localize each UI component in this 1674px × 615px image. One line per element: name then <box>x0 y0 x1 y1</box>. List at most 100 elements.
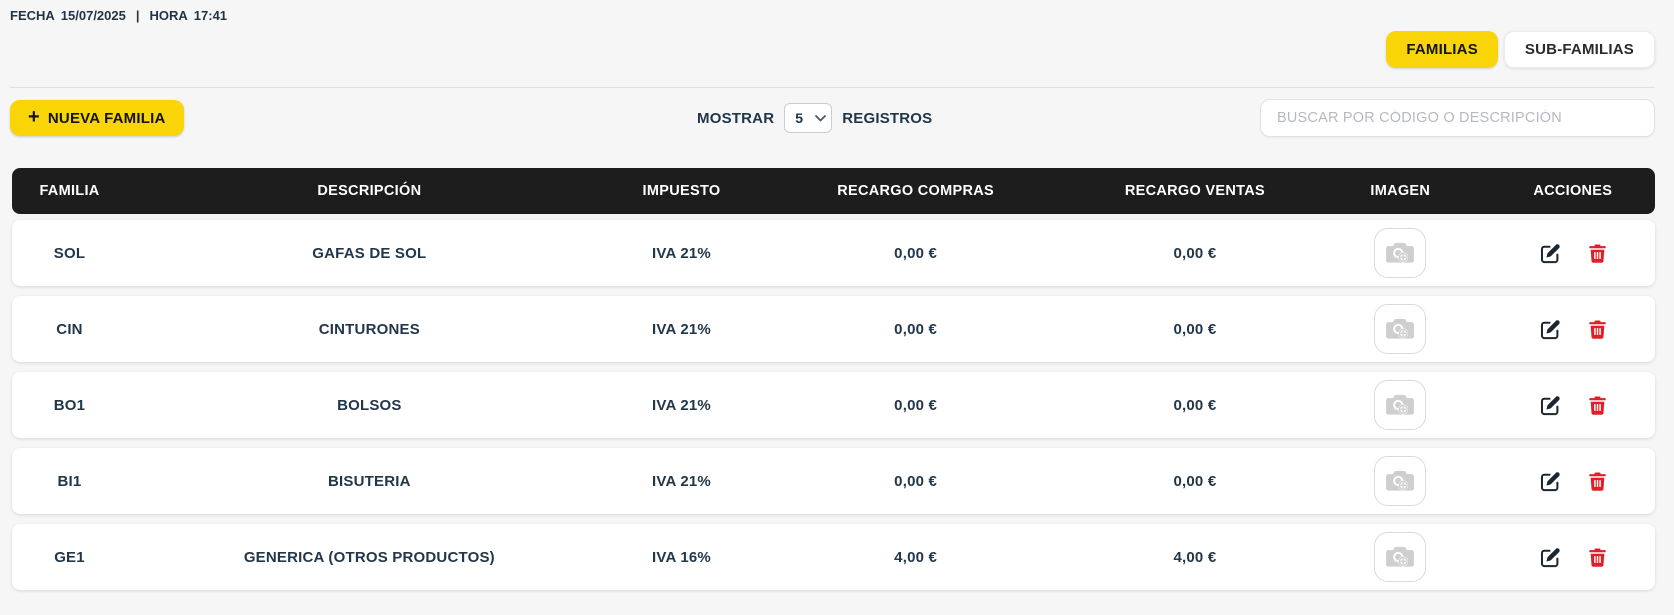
mostrar-label: MOSTRAR <box>697 109 775 127</box>
edit-button[interactable] <box>1539 394 1562 417</box>
cell-acciones <box>1491 470 1655 493</box>
cell-imagen <box>1310 456 1491 506</box>
camera-plus-icon <box>1386 470 1415 491</box>
cell-recargo-ventas: 0,00 € <box>1173 396 1217 414</box>
add-image-button[interactable] <box>1374 304 1427 354</box>
search-input[interactable] <box>1260 99 1655 137</box>
edit-icon <box>1540 547 1560 567</box>
page-size-select-wrap: 5 <box>784 103 833 133</box>
datetime-bar: FECHA 15/07/2025 | HORA 17:41 <box>10 8 227 23</box>
header-acciones: ACCIONES <box>1533 183 1613 199</box>
cell-familia: BI1 <box>57 472 82 490</box>
camera-plus-icon <box>1386 546 1415 567</box>
cell-familia: SOL <box>53 244 86 262</box>
cell-recargo-ventas: 0,00 € <box>1173 472 1217 490</box>
cell-descripcion: BOLSOS <box>337 396 402 414</box>
cell-familia: BO1 <box>53 396 86 414</box>
trash-icon <box>1589 472 1606 491</box>
cell-acciones <box>1491 394 1655 417</box>
edit-icon <box>1540 243 1560 263</box>
cell-descripcion: BISUTERIA <box>328 472 411 490</box>
table-row: SOL GAFAS DE SOL IVA 21% 0,00 € 0,00 € <box>12 220 1655 286</box>
edit-icon <box>1540 319 1560 339</box>
tab-familias[interactable]: FAMILIAS <box>1386 31 1498 68</box>
table-row: BO1 BOLSOS IVA 21% 0,00 € 0,00 € <box>12 372 1655 438</box>
cell-recargo-compras: 0,00 € <box>894 244 938 262</box>
cell-imagen <box>1310 532 1491 582</box>
fecha-label: FECHA <box>10 8 55 23</box>
cell-impuesto: IVA 21% <box>652 396 711 414</box>
registros-label: REGISTROS <box>842 109 933 127</box>
cell-impuesto: IVA 21% <box>652 244 711 262</box>
header-familia: FAMILIA <box>39 183 100 199</box>
edit-button[interactable] <box>1539 242 1562 265</box>
add-image-button[interactable] <box>1374 380 1427 430</box>
cell-descripcion: GENERICA (OTROS PRODUCTOS) <box>243 548 495 566</box>
toolbar: + NUEVA FAMILIA MOSTRAR 5 REGISTROS <box>10 99 1655 139</box>
cell-recargo-compras: 4,00 € <box>894 548 938 566</box>
table-row: CIN CINTURONES IVA 21% 0,00 € 0,00 € <box>12 296 1655 362</box>
edit-button[interactable] <box>1539 470 1562 493</box>
new-family-button[interactable]: + NUEVA FAMILIA <box>10 100 184 136</box>
new-family-label: NUEVA FAMILIA <box>47 109 166 127</box>
cell-familia: GE1 <box>54 548 85 566</box>
cell-impuesto: IVA 21% <box>652 320 711 338</box>
camera-plus-icon <box>1386 318 1415 339</box>
header-recargo-compras: RECARGO COMPRAS <box>837 183 994 199</box>
table-row: GE1 GENERICA (OTROS PRODUCTOS) IVA 16% 4… <box>12 524 1655 590</box>
edit-button[interactable] <box>1539 546 1562 569</box>
header-descripcion: DESCRIPCIÓN <box>317 183 422 199</box>
cell-impuesto: IVA 21% <box>652 472 711 490</box>
add-image-button[interactable] <box>1374 532 1427 582</box>
cell-descripcion: CINTURONES <box>318 320 420 338</box>
cell-acciones <box>1491 242 1655 265</box>
delete-button[interactable] <box>1588 547 1607 568</box>
cell-acciones <box>1491 318 1655 341</box>
hora-label: HORA <box>149 8 188 23</box>
table-row: BI1 BISUTERIA IVA 21% 0,00 € 0,00 € <box>12 448 1655 514</box>
header-impuesto: IMPUESTO <box>642 183 721 199</box>
trash-icon <box>1589 548 1606 567</box>
view-tabs: FAMILIAS SUB-FAMILIAS <box>1386 31 1655 68</box>
page-size-control: MOSTRAR 5 REGISTROS <box>697 100 932 136</box>
header-recargo-ventas: RECARGO VENTAS <box>1124 183 1265 199</box>
delete-button[interactable] <box>1588 471 1607 492</box>
table-header: FAMILIA DESCRIPCIÓN IMPUESTO RECARGO COM… <box>12 168 1655 214</box>
camera-plus-icon <box>1386 394 1415 415</box>
families-table: FAMILIA DESCRIPCIÓN IMPUESTO RECARGO COM… <box>12 168 1655 600</box>
cell-recargo-compras: 0,00 € <box>894 320 938 338</box>
cell-recargo-ventas: 4,00 € <box>1173 548 1217 566</box>
table-body: SOL GAFAS DE SOL IVA 21% 0,00 € 0,00 € <box>12 220 1655 590</box>
cell-imagen <box>1310 380 1491 430</box>
header-imagen: IMAGEN <box>1370 183 1431 199</box>
tab-sub-familias[interactable]: SUB-FAMILIAS <box>1503 31 1655 68</box>
trash-icon <box>1589 320 1606 339</box>
cell-familia: CIN <box>56 320 83 338</box>
delete-button[interactable] <box>1588 243 1607 264</box>
cell-recargo-ventas: 0,00 € <box>1173 320 1217 338</box>
header-divider <box>10 87 1655 88</box>
cell-imagen <box>1310 304 1491 354</box>
edit-icon <box>1540 395 1560 415</box>
cell-recargo-ventas: 0,00 € <box>1173 244 1217 262</box>
cell-recargo-compras: 0,00 € <box>894 396 938 414</box>
plus-icon: + <box>28 106 40 128</box>
delete-button[interactable] <box>1588 395 1607 416</box>
edit-button[interactable] <box>1539 318 1562 341</box>
cell-descripcion: GAFAS DE SOL <box>312 244 427 262</box>
cell-imagen <box>1310 228 1491 278</box>
hora-value: 17:41 <box>193 8 228 23</box>
cell-acciones <box>1491 546 1655 569</box>
trash-icon <box>1589 244 1606 263</box>
trash-icon <box>1589 396 1606 415</box>
edit-icon <box>1540 471 1560 491</box>
page-size-select[interactable]: 5 <box>784 103 833 133</box>
add-image-button[interactable] <box>1374 228 1427 278</box>
fecha-value: 15/07/2025 <box>60 8 126 23</box>
datetime-separator: | <box>135 8 140 23</box>
cell-impuesto: IVA 16% <box>652 548 711 566</box>
cell-recargo-compras: 0,00 € <box>894 472 938 490</box>
add-image-button[interactable] <box>1374 456 1427 506</box>
camera-plus-icon <box>1386 242 1415 263</box>
delete-button[interactable] <box>1588 319 1607 340</box>
